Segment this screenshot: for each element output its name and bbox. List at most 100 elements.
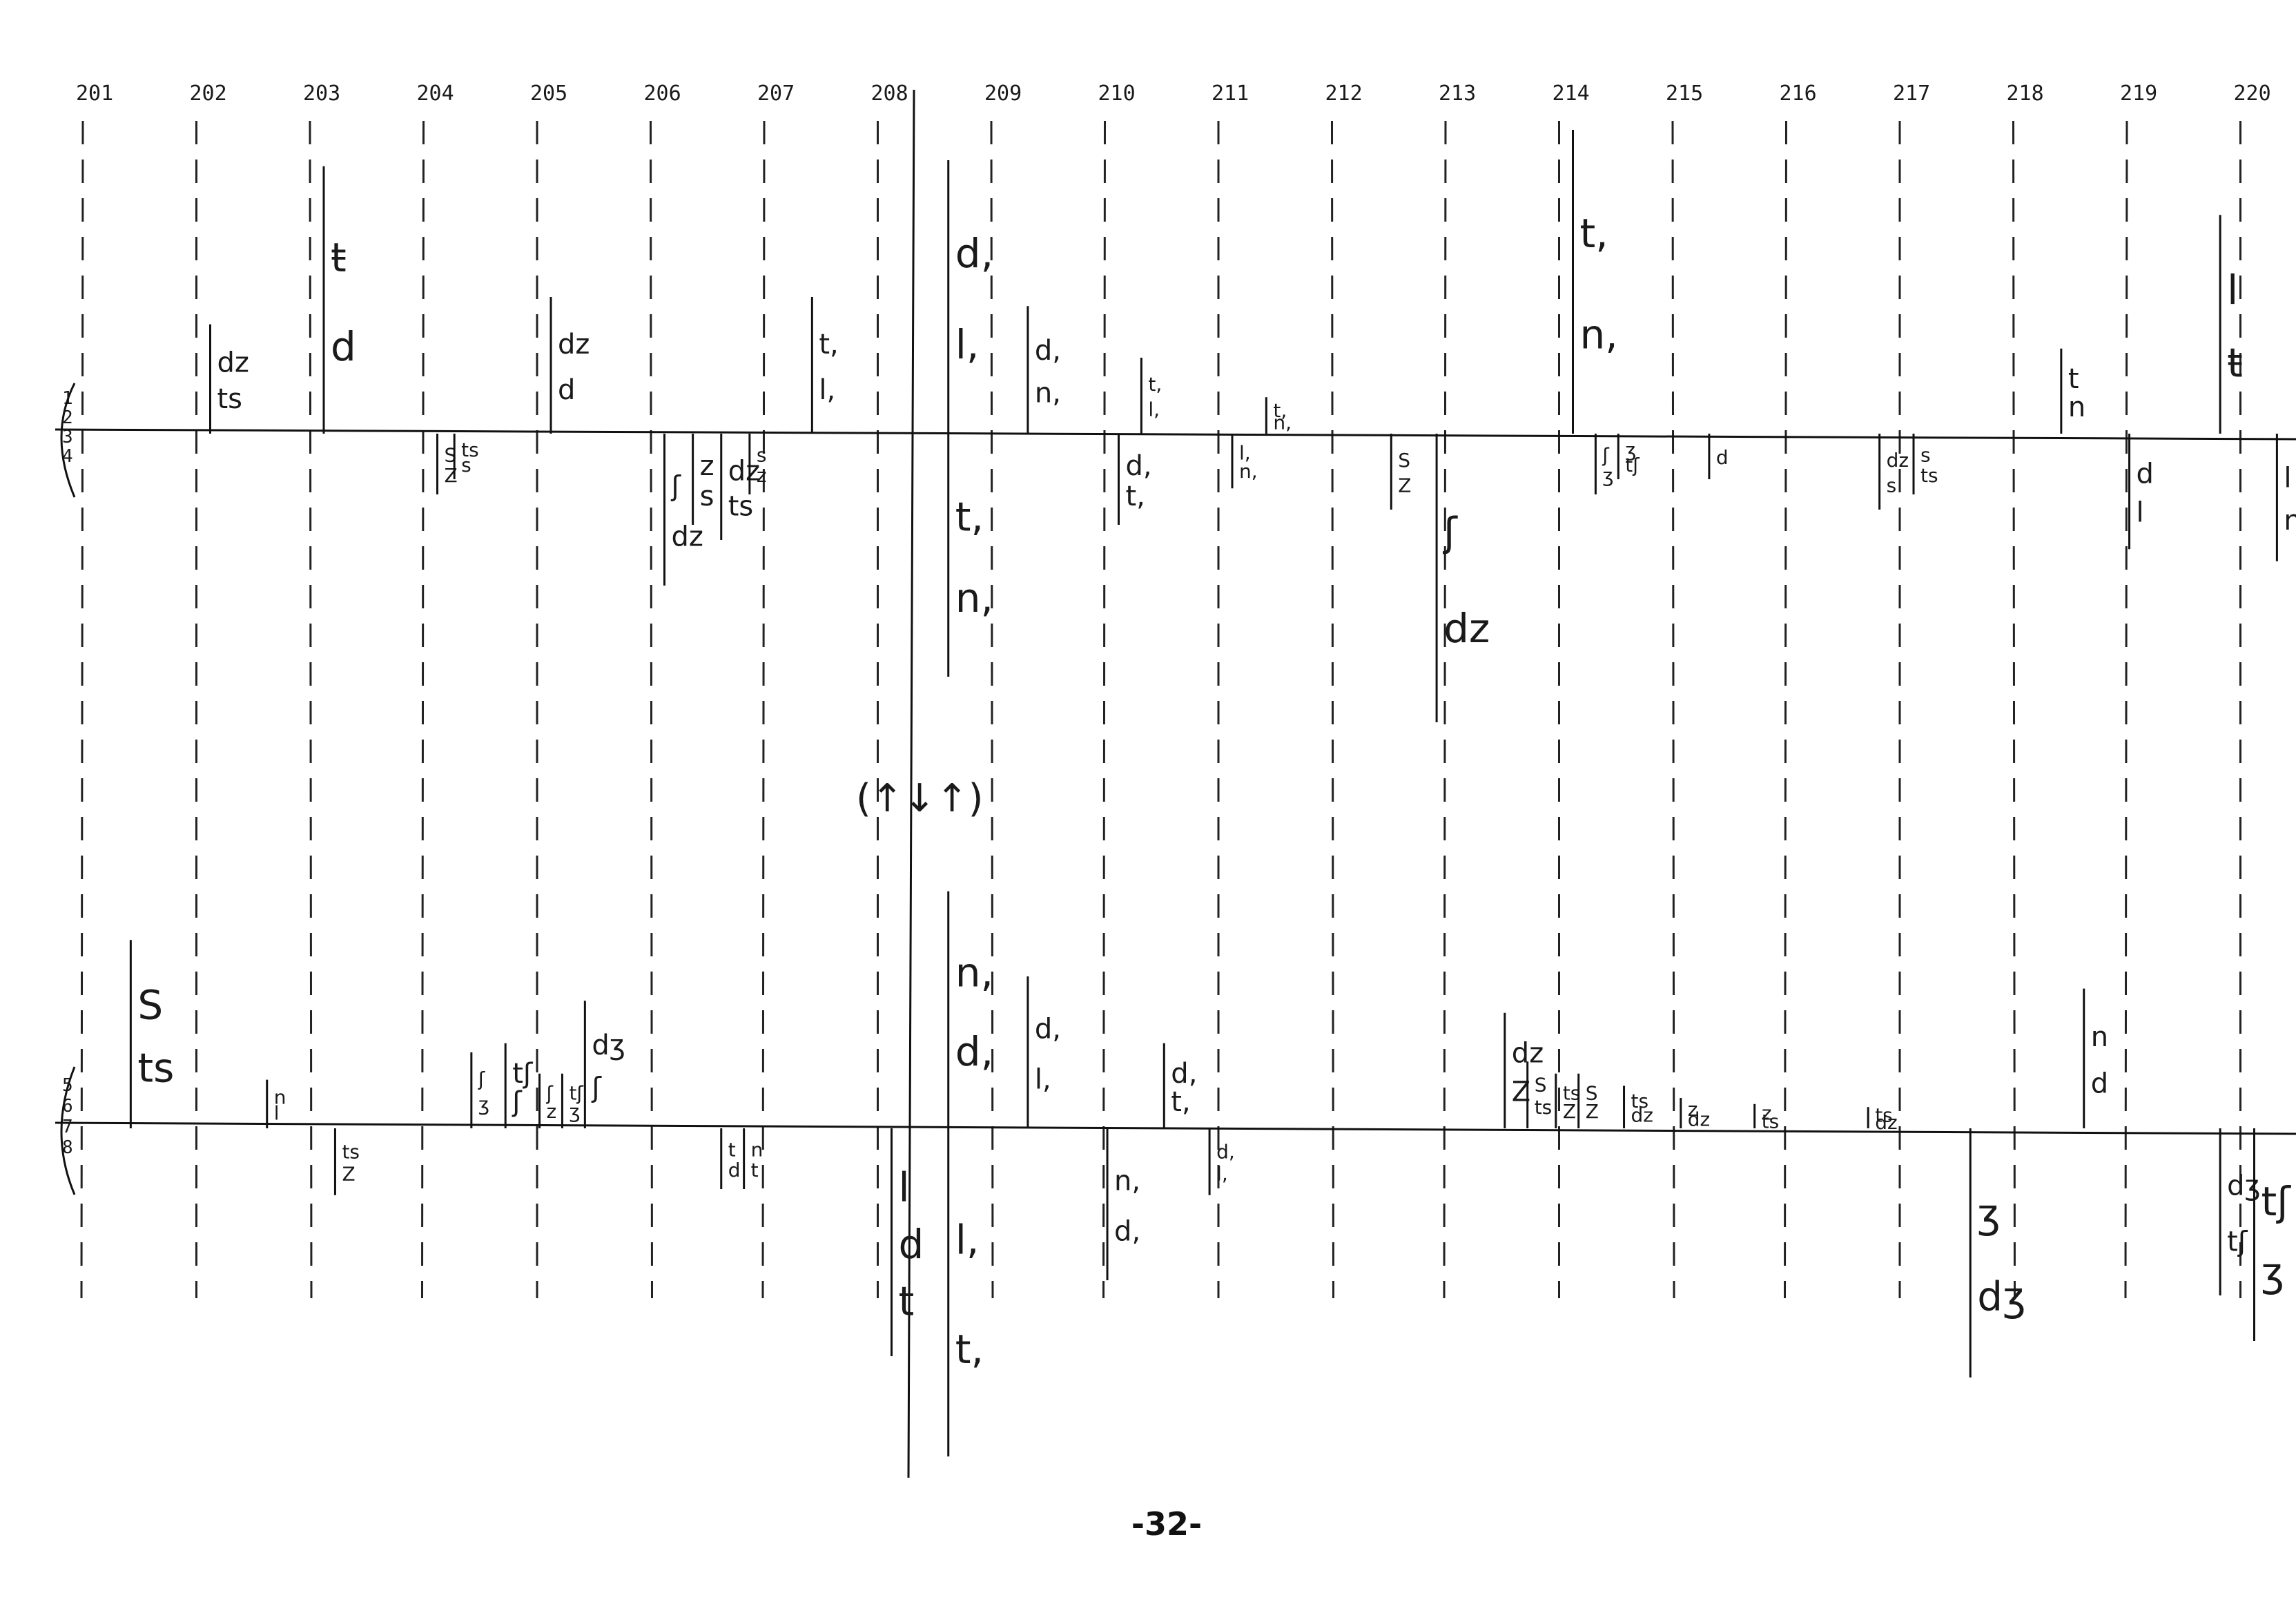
mark-label: Z — [445, 464, 458, 487]
upper-chart-marks: dztsŧdSZtssdzdʃdzzsdztsszt,l,d,l,t,n,d,n… — [209, 130, 2296, 722]
mark-label: ts — [1563, 1081, 1581, 1104]
column-number: 216 — [1780, 81, 1817, 106]
mark-label: ʃ — [591, 1072, 602, 1103]
mark-label: Z — [1563, 1100, 1576, 1123]
mark-label: Z — [1398, 474, 1411, 497]
column-guide — [990, 120, 994, 1299]
mark-label: z — [1762, 1102, 1772, 1125]
column-guide — [309, 120, 313, 1299]
column-number: 202 — [190, 81, 227, 106]
column-guide — [761, 120, 766, 1299]
mark-label: d — [728, 1159, 741, 1181]
mark-label: t, — [1126, 481, 1145, 512]
column-number: 205 — [530, 81, 567, 106]
mark-label: ʒ — [1625, 438, 1636, 461]
mark-label: t, — [1273, 399, 1287, 422]
mark-label: ʃ — [1602, 444, 1609, 467]
mark-label: t, — [1580, 210, 1608, 257]
mark-label: ʃ — [512, 1086, 523, 1118]
column-number: 213 — [1439, 81, 1476, 106]
mark-label: dz — [1887, 449, 1909, 472]
column-number: 209 — [984, 81, 1022, 106]
column-guides: 201 202 203 204 205 206 207 208 209 210 211 212 213 2… — [76, 81, 2271, 1299]
mark-label: l — [2137, 496, 2144, 528]
mark-label: n, — [1239, 460, 1258, 483]
mark-label: s — [757, 444, 767, 467]
column-number: 206 — [644, 81, 681, 106]
mark-label: ts — [217, 383, 243, 415]
row-label: 4 — [62, 446, 73, 467]
mark-label: dz — [1688, 1108, 1710, 1131]
mark-label: dz — [1631, 1104, 1653, 1127]
column-guide — [1784, 120, 1787, 1299]
mark-label: l, — [1035, 1064, 1051, 1096]
mark-label: l — [2284, 463, 2291, 494]
column-guide — [1102, 120, 1106, 1299]
mark-label: t, — [955, 494, 984, 541]
mark-label: tʃ — [569, 1081, 583, 1104]
mark-label: z — [547, 1100, 557, 1123]
mark-label: d, — [1035, 335, 1061, 367]
mark-label: dz — [217, 347, 249, 378]
column-number: 207 — [757, 81, 795, 106]
mark-label: n, — [1114, 1165, 1140, 1197]
column-number: 217 — [1893, 81, 1930, 106]
row-label: 7 — [62, 1117, 73, 1137]
column-guide — [421, 120, 425, 1299]
mark-label: l, — [819, 374, 835, 406]
mark-label: l, — [1216, 1163, 1228, 1186]
column-number: 218 — [2007, 81, 2044, 106]
mark-label: t — [899, 1278, 915, 1325]
mark-label: n — [2284, 505, 2296, 537]
column-number: 211 — [1212, 81, 1249, 106]
mark-label: ts — [1875, 1104, 1893, 1127]
mark-label: s — [1920, 444, 1931, 467]
mark-label: ʒ — [569, 1100, 580, 1123]
mark-label: n — [2091, 1021, 2108, 1053]
mark-label: s — [461, 454, 471, 476]
mark-label: Z — [1586, 1100, 1599, 1123]
mark-label: ʃ — [546, 1081, 554, 1104]
column-guide — [1443, 120, 1447, 1299]
center-marker: (↑↓↑) — [856, 776, 983, 821]
mark-label: d — [558, 374, 575, 406]
mark-label: ŧ — [331, 234, 347, 281]
mark-label: ts — [1535, 1096, 1553, 1119]
mark-label: ts — [461, 438, 479, 461]
mark-label: Z — [342, 1163, 355, 1186]
column-number: 212 — [1325, 81, 1363, 106]
mark-label: ʃ — [478, 1068, 485, 1090]
mark-label: ts — [137, 1044, 174, 1091]
row-label: 3 — [62, 427, 73, 447]
mark-label: n, — [1580, 311, 1618, 358]
mark-label: ŧ — [2227, 340, 2243, 387]
mark-label: l — [899, 1164, 910, 1211]
column-number: 214 — [1553, 81, 1590, 106]
mark-label: z — [700, 450, 714, 482]
upper-baseline — [55, 428, 2296, 441]
mark-label: S — [1586, 1081, 1598, 1104]
mark-label: l, — [1148, 398, 1160, 421]
mark-label: dʒ — [2227, 1170, 2261, 1202]
mark-label: ts — [1762, 1110, 1780, 1132]
mark-label: d — [331, 323, 356, 370]
mark-label: ts — [1631, 1090, 1649, 1112]
mark-label: ts — [728, 491, 754, 523]
mark-label: t — [728, 1139, 736, 1161]
mark-label: n — [751, 1139, 763, 1161]
row-label: 8 — [62, 1137, 73, 1158]
mark-label: d — [2137, 459, 2154, 490]
mark-label: d, — [1035, 1013, 1061, 1045]
mark-label: d, — [1171, 1058, 1197, 1090]
mark-label: t — [751, 1159, 759, 1181]
mark-label: dz — [728, 455, 760, 487]
lower-baseline — [55, 1121, 2296, 1135]
mark-label: S — [137, 981, 163, 1028]
mark-label: S — [1535, 1074, 1547, 1097]
mark-label: dʒ — [592, 1030, 625, 1061]
column-guide — [1671, 120, 1675, 1299]
column-number: 203 — [303, 81, 340, 106]
mark-label: dʒ — [1977, 1273, 2025, 1320]
